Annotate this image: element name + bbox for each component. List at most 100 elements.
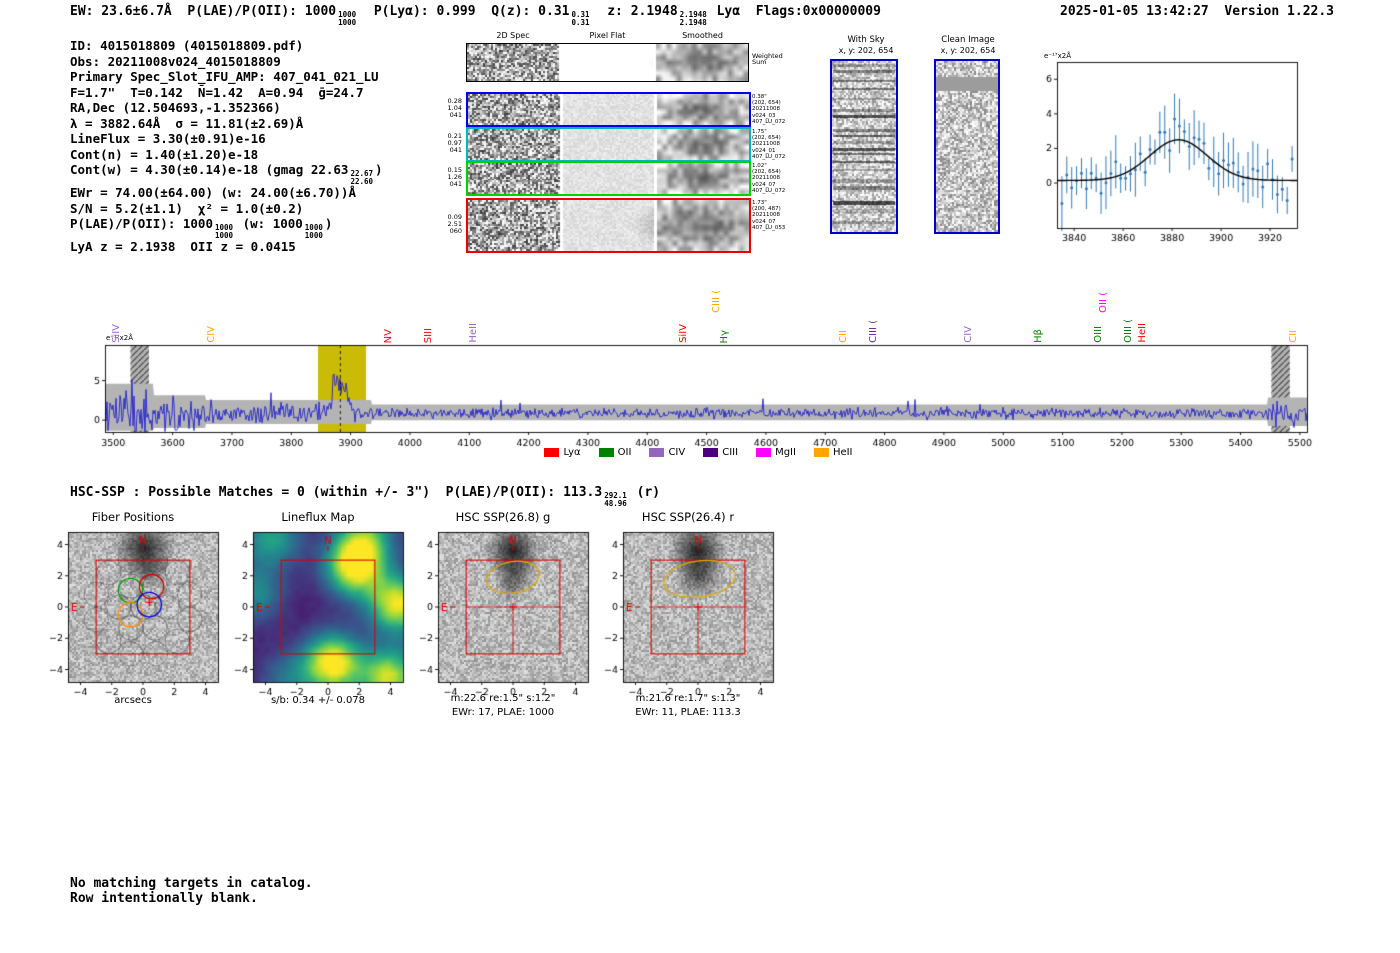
info-line: S/N = 5.2(±1.1) χ² = 1.0(±0.2) xyxy=(70,201,383,217)
legend-swatch xyxy=(813,448,829,457)
emission-line-label: HeII xyxy=(1137,323,1149,343)
zoom-spectrum-plot xyxy=(1035,48,1305,243)
cleanimage-image xyxy=(934,59,1000,234)
full-spectrum-ylabel: e⁻¹⁷x2Å xyxy=(106,334,133,342)
emission-line-label: SiIV xyxy=(678,324,690,343)
withsky-image xyxy=(830,59,898,234)
legend-label: MgII xyxy=(775,447,796,458)
cutout-title-fiber-positions: Fiber Positions xyxy=(91,510,175,524)
legend-item: Lyα xyxy=(544,447,581,458)
legend-swatch xyxy=(544,448,560,457)
legend-swatch xyxy=(703,448,719,457)
withsky-title: With Sky xyxy=(847,35,885,45)
spec2d-row-weights: 0.21 0.97 041 xyxy=(447,131,462,154)
text-segment: P(Lyα): 0.999 Q(z): 0.31 xyxy=(358,4,570,19)
text-segment: λ = 3882.64Å σ = 11.81(±2.69)Å xyxy=(70,115,304,131)
text-segment: HSC-SSP : Possible Matches = 0 (within +… xyxy=(70,485,603,500)
info-line: λ = 3882.64Å σ = 11.81(±2.69)Å xyxy=(70,116,383,132)
emission-line-label: Hβ xyxy=(1033,329,1045,343)
legend-label: CIV xyxy=(668,447,686,458)
fraction-upper: 22.67 xyxy=(350,169,374,178)
report-datetime: 2025-01-05 13:42:27 xyxy=(1060,4,1209,19)
cutout-title-hsc-r: HSC SSP(26.4) r xyxy=(641,510,735,524)
footer-line-1: No matching targets in catalog. xyxy=(70,876,313,891)
text-segment: EW: 23.6±6.7Å P(LAE)/P(OII): 1000 xyxy=(70,4,337,19)
emission-line-label: OIII ( xyxy=(1122,319,1134,343)
header-summary: EW: 23.6±6.7Å P(LAE)/P(OII): 1000 1000 100… xyxy=(70,4,881,26)
hsc-r-caption-2: EWr: 11, PLAE: 113.3 xyxy=(635,707,741,718)
stacked-fraction: 1000 1000 xyxy=(338,11,356,26)
spectrum-legend: Lyα OII CIV CIII MgII HeII xyxy=(90,447,1307,458)
emission-line-label: SIII xyxy=(423,327,435,343)
info-line: LyA z = 2.1938 OII z = 0.0415 xyxy=(70,239,383,255)
spec2d-weighted-label: Weighted Sum xyxy=(752,52,783,67)
text-segment: EWr = 74.00(±64.00) (w: 24.00(±6.70))Å xyxy=(70,185,356,200)
footer-line-2: Row intentionally blank. xyxy=(70,891,258,906)
text-segment: z: 2.1948 xyxy=(591,4,678,19)
spec2d-col-title-2dspec: 2D Spec xyxy=(496,31,530,40)
text-segment: ) xyxy=(324,216,333,231)
hsc-g-caption-1: m:22.6 re:1.5" s:1.2" xyxy=(450,693,556,704)
emission-line-label: SiIV xyxy=(111,324,123,343)
spec2d-row-weights: 0.15 1.26 041 xyxy=(447,165,462,188)
spec2d-weighted-sum-image xyxy=(466,43,749,82)
emission-line-label: CIV xyxy=(205,326,217,343)
stacked-fraction: 1000 1000 xyxy=(305,224,323,239)
spec2d-left-labels: 0.28 1.04 041 0.21 0.97 041 0.15 1.26 041 0… xyxy=(436,43,464,255)
legend-swatch xyxy=(598,448,614,457)
report-version: Version 1.22.3 xyxy=(1224,4,1334,19)
fraction-lower: 2.1948 xyxy=(679,17,707,27)
hsc-match-summary: HSC-SSP : Possible Matches = 0 (within +… xyxy=(70,485,660,507)
cutout-title-hsc-g: HSC SSP(26.8) g xyxy=(455,510,551,524)
fraction-upper: 1000 xyxy=(338,10,357,19)
text-segment: (r) xyxy=(628,485,661,500)
spec2d-row-id: 1.73" (200, 487) 20211008 v024_07 407_LU… xyxy=(752,200,786,231)
emission-line-label: NV xyxy=(383,328,395,343)
full-spectrum-plot xyxy=(90,338,1315,463)
info-line: ID: 4015018809 (4015018809.pdf) xyxy=(70,38,383,54)
legend-label: CIII xyxy=(722,447,739,458)
spec2d-fiber-row-image xyxy=(466,92,751,127)
fraction-lower: 1000 xyxy=(338,17,357,27)
cleanimage-title: Clean Image xyxy=(941,35,995,45)
emission-line-label: OII ( xyxy=(1098,292,1110,313)
emission-line-label: CII xyxy=(1287,330,1299,343)
legend-label: HeII xyxy=(832,447,853,458)
text-segment: S/N = 5.2(±1.1) χ² = 1.0(±0.2) xyxy=(70,200,304,216)
lineflux-map-caption: s/b: 0.34 +/- 0.078 xyxy=(270,695,366,706)
fraction-upper: 0.31 xyxy=(571,10,590,19)
spec2d-row-weights: 0.28 1.04 041 xyxy=(447,96,462,119)
spec2d-col-title-smoothed: Smoothed xyxy=(682,31,723,40)
legend-label: OII xyxy=(617,447,632,458)
fiber-positions-cutout xyxy=(38,526,228,696)
spec2d-row-id: 1.75" (202, 654) 20211008 v024_01 407_LU… xyxy=(752,129,786,160)
info-line: EWr = 74.00(±64.00) (w: 24.00(±6.70))Å xyxy=(70,185,383,201)
text-segment: LineFlux = 3.30(±0.91)e-16 xyxy=(70,131,266,146)
info-line: Primary Spec_Slot_IFU_AMP: 407_041_021_L… xyxy=(70,69,383,85)
text-segment: (w: 1000 xyxy=(235,216,303,231)
legend-item: CIV xyxy=(649,447,685,458)
text-segment: Primary Spec_Slot_IFU_AMP: 407_041_021_L… xyxy=(70,69,379,84)
emission-line-label: Hγ xyxy=(718,329,730,343)
stacked-fraction: 22.67 22.60 xyxy=(350,170,373,185)
spec2d-panel xyxy=(466,43,758,255)
info-line: F=1.7" T=0.142 N̄=1.42 A=0.94 ḡ=24.7 xyxy=(70,85,383,101)
info-line: RA,Dec (12.504693,-1.352366) xyxy=(70,100,383,116)
stacked-fraction: 1000 1000 xyxy=(215,224,233,239)
info-line: Cont(n) = 1.40(±1.20)e-18 xyxy=(70,147,383,163)
emission-line-label: CIII ( xyxy=(868,320,880,343)
lineflux-map-cutout xyxy=(223,526,413,696)
info-line: Cont(w) = 4.30(±0.14)e-18 (gmag 22.63 22.… xyxy=(70,162,383,185)
emission-line-label: HeII xyxy=(468,323,480,343)
withsky-coords: x, y: 202, 654 xyxy=(838,46,894,55)
text-segment: Cont(w) = 4.30(±0.14)e-18 (gmag 22.63 xyxy=(70,162,349,177)
info-line: Obs: 20211008v024_4015018809 xyxy=(70,54,383,70)
text-segment: LyA z = 2.1938 OII z = 0.0415 xyxy=(70,239,296,254)
source-info-block: ID: 4015018809 (4015018809.pdf) Obs: 2021… xyxy=(70,38,383,255)
info-line: LineFlux = 3.30(±0.91)e-16 xyxy=(70,131,383,147)
spec2d-row-weights: 0.09 2.51 060 xyxy=(447,212,462,235)
legend-swatch xyxy=(649,448,665,457)
zoom-plot-ylabel: e⁻¹⁷x2Å xyxy=(1044,52,1071,60)
spec2d-col-title-pixelflat: Pixel Flat xyxy=(589,31,626,40)
